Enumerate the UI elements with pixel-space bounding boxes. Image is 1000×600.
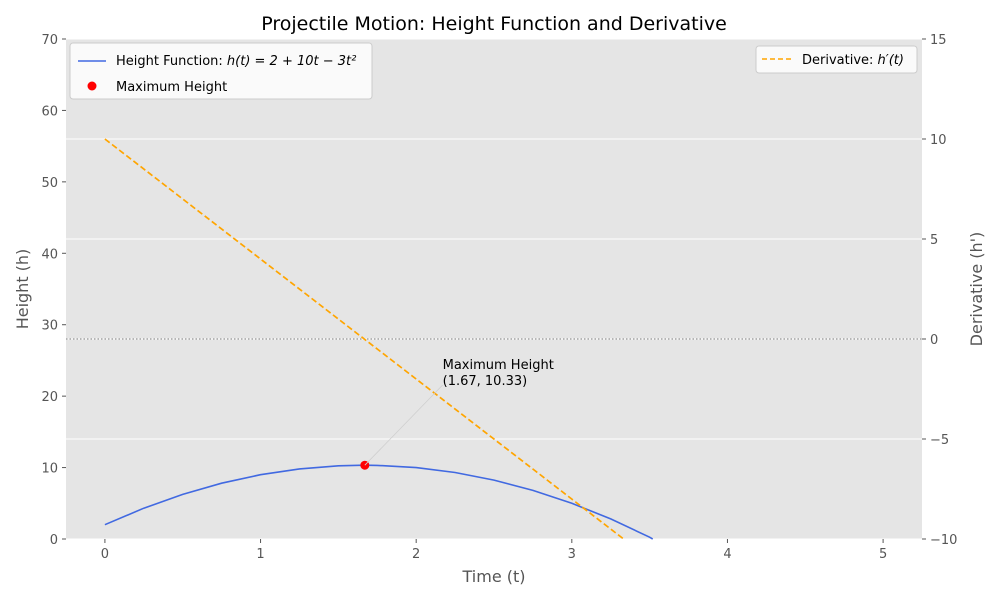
legend-label-derivative-text: Derivative:	[802, 53, 878, 68]
x-tick-label-3: 3	[568, 547, 576, 562]
x-tick-label-2: 2	[412, 547, 420, 562]
y2-tick-label-1: −5	[930, 433, 949, 448]
y-tick-label-0: 0	[50, 533, 58, 548]
legend-swatch-max-height	[87, 81, 97, 91]
x-axis-title: Time (t)	[462, 567, 526, 586]
x-tick-label-4: 4	[723, 547, 731, 562]
x-tick-label-5: 5	[879, 547, 887, 562]
legend-label-derivative: Derivative: h′(t)	[802, 53, 904, 68]
y-tick-label-6: 60	[41, 104, 58, 119]
legend-left: Height Function: h(t) = 2 + 10t − 3t² Ma…	[69, 42, 373, 100]
y2-tick-label-3: 5	[930, 233, 938, 248]
legend-label-max-height: Maximum Height	[116, 80, 227, 95]
annotation-line-0: Maximum Height	[443, 358, 554, 373]
y-tick-label-5: 50	[41, 176, 58, 191]
series-line-derivative	[104, 138, 625, 540]
x-tick-label-1: 1	[256, 547, 264, 562]
x-tick-label-0: 0	[101, 547, 109, 562]
y-axis-title: Height (h)	[13, 249, 32, 330]
y-tick-label-4: 40	[41, 247, 58, 262]
legend-label-derivative-math: h′(t)	[878, 53, 904, 68]
y-tick-label-1: 10	[41, 462, 58, 477]
y2-axis-title: Derivative (h')	[967, 232, 986, 347]
legend-label-height: Height Function: h(t) = 2 + 10t − 3t²	[116, 54, 356, 69]
y2-tick-label-0: −10	[930, 533, 957, 548]
legend-right-box	[755, 45, 918, 74]
y-tick-label-3: 30	[41, 319, 58, 334]
y2-tick-label-2: 0	[930, 333, 938, 348]
annotation-arrow-0	[364, 384, 443, 466]
y-tick-label-7: 70	[41, 33, 58, 48]
series-layer	[104, 138, 654, 540]
plot-area	[66, 39, 922, 539]
annotation-text-0: Maximum Height (1.67, 10.33)	[443, 358, 554, 389]
legend-right: Derivative: h′(t)	[755, 45, 918, 74]
legend-label-height-text: Height Function:	[116, 54, 227, 69]
chart-title: Projectile Motion: Height Function and D…	[261, 13, 727, 35]
legend-left-box	[69, 42, 373, 100]
annotation-line-1: (1.67, 10.33)	[443, 374, 528, 389]
y-tick-label-2: 20	[41, 390, 58, 405]
legend-label-height-math: h(t) = 2 + 10t − 3t²	[227, 54, 356, 69]
annotation-layer: Maximum Height (1.67, 10.33)	[364, 358, 554, 466]
y2-tick-label-5: 15	[930, 33, 947, 48]
y2-tick-label-4: 10	[930, 133, 947, 148]
